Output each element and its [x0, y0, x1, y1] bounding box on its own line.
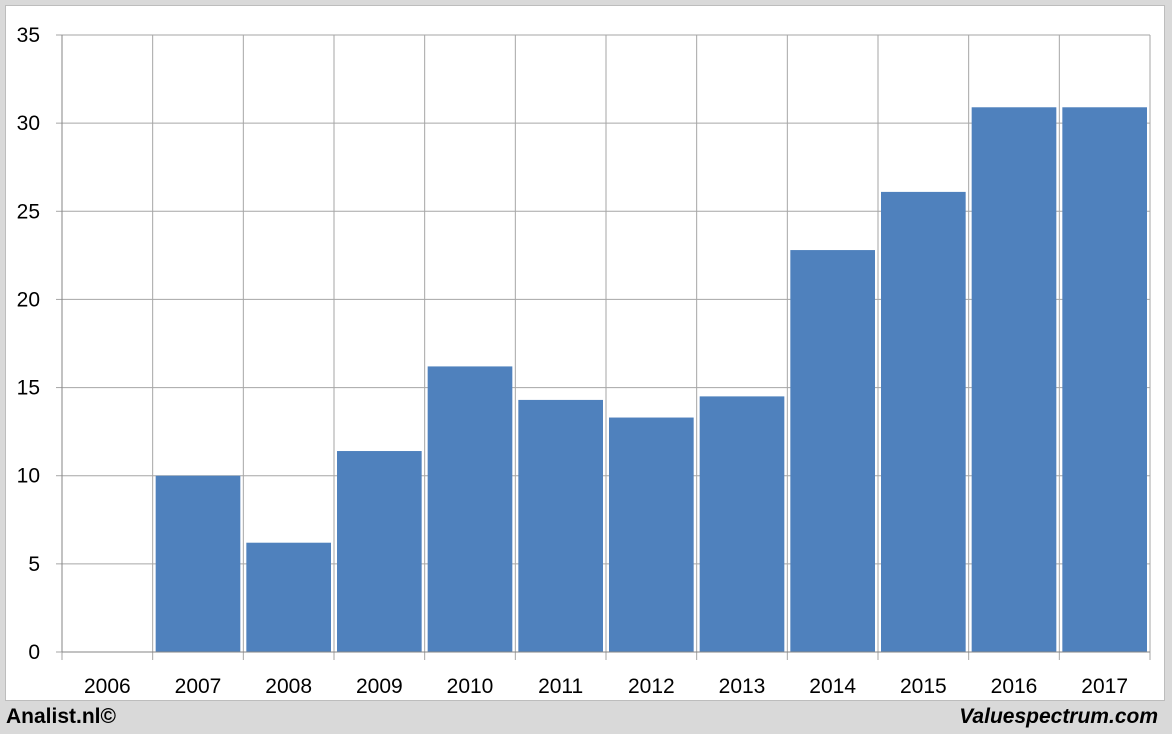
bar-2011	[518, 399, 603, 652]
bar-2016	[971, 107, 1057, 652]
y-tick-label: 35	[17, 24, 40, 47]
x-tick-label: 2008	[265, 675, 312, 698]
y-tick-label: 20	[17, 288, 40, 311]
y-tick-label: 30	[17, 112, 40, 135]
bar-2017	[1062, 107, 1147, 652]
y-tick-label: 0	[28, 641, 40, 664]
x-tick-label: 2009	[356, 675, 403, 698]
x-tick-label: 2011	[538, 675, 583, 698]
bar-2012	[609, 417, 694, 652]
bar-2015	[881, 191, 966, 652]
tick-labels: 0 5 10 15 20 25 30 35 2006 2007 2008 2009 2010 2011 20…	[17, 24, 1128, 698]
x-tick-label: 2014	[809, 675, 856, 698]
x-tick-label: 2007	[175, 675, 222, 698]
bar-2013	[699, 396, 785, 652]
bar-2007	[155, 475, 241, 652]
x-tick-label: 2010	[447, 675, 494, 698]
axes	[56, 34, 1150, 653]
x-tick-label: 2012	[628, 675, 675, 698]
footer-source-right: Valuespectrum.com	[959, 705, 1158, 728]
footer-source-left: Analist.nl©	[6, 705, 116, 728]
x-tick-label: 2006	[84, 675, 131, 698]
x-tick-label: 2015	[900, 675, 947, 698]
bar-2010	[427, 366, 513, 652]
bars	[155, 107, 1147, 652]
bar-2014	[790, 250, 875, 652]
x-tick-label: 2013	[719, 675, 766, 698]
y-tick-label: 5	[28, 553, 40, 576]
y-tick-label: 10	[17, 465, 40, 488]
bar-2009	[337, 451, 422, 652]
y-tick-label: 25	[17, 200, 40, 223]
x-tick-label: 2016	[991, 675, 1038, 698]
bar-2008	[246, 542, 331, 652]
y-tick-label: 15	[17, 377, 40, 400]
x-tick-label: 2017	[1081, 675, 1128, 698]
